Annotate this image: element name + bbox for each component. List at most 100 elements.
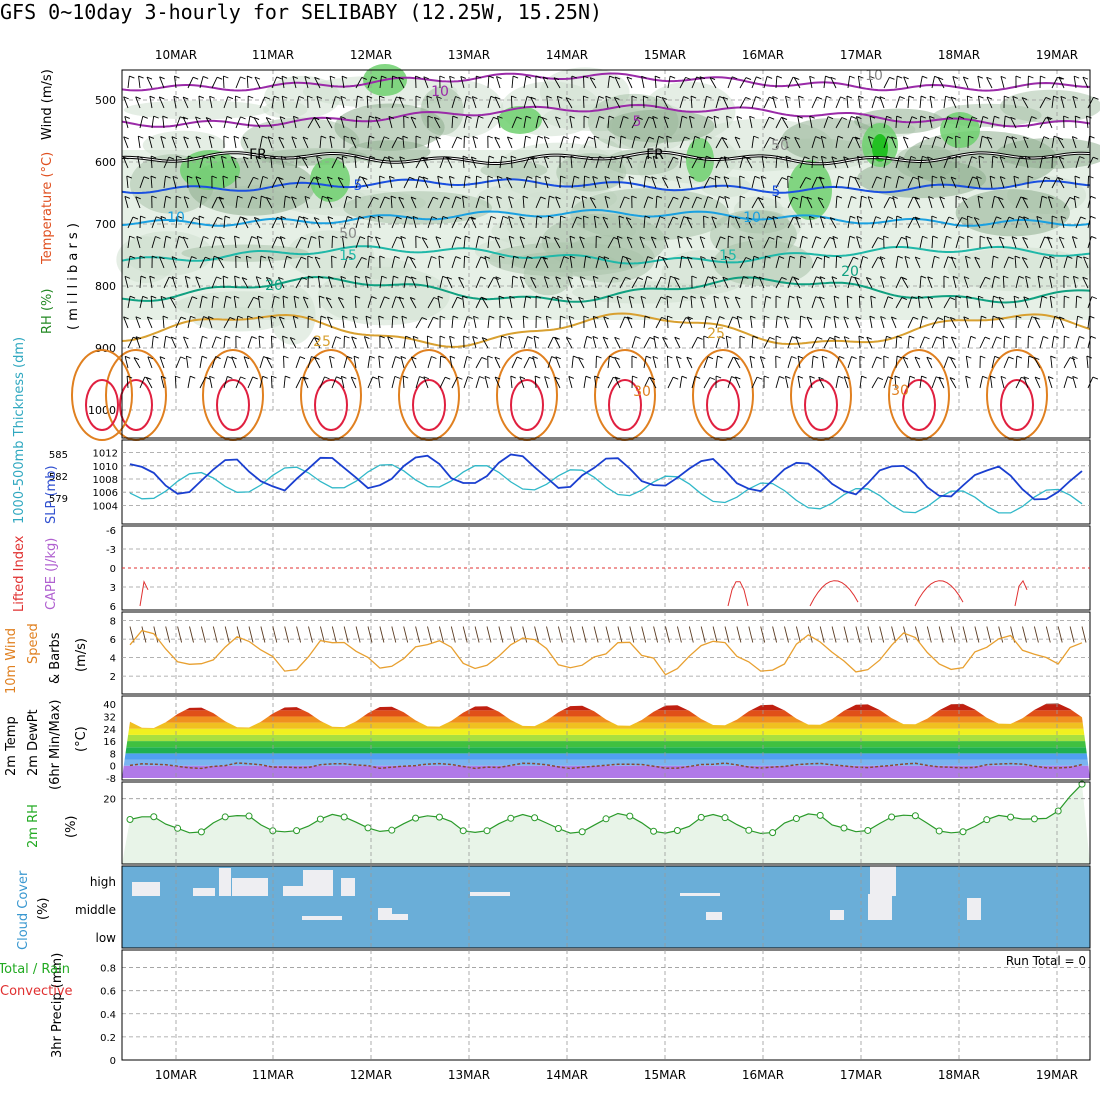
wind-barb [378, 316, 381, 329]
wind-barb-flag [626, 156, 633, 160]
surface-wind-barb [284, 626, 290, 643]
wind-barb-flag [155, 236, 161, 239]
wind-barb-flag [1079, 156, 1085, 159]
wind-barb [523, 256, 528, 269]
wind-barb-flag [223, 135, 230, 139]
wind-barb [355, 257, 363, 269]
wind-barb-flag [460, 76, 466, 79]
wind-barb-flag [487, 135, 493, 139]
wind-barb-flag [1074, 195, 1080, 199]
wind-barb-flag [887, 296, 894, 300]
wind-barb [137, 156, 141, 169]
wind-barb [679, 196, 685, 209]
wind-barb [426, 96, 429, 109]
top-date-label: 14MAR [545, 48, 589, 62]
wind-barb [127, 216, 134, 229]
wind-barb [295, 176, 301, 189]
wind-barb-flag [124, 355, 131, 359]
wind-barb [365, 276, 369, 289]
wind-barb [487, 216, 492, 229]
wind-barb-flag [319, 295, 325, 299]
wind-barb-flag [713, 115, 720, 119]
wind-barb [854, 277, 861, 289]
wind-barb-flag [148, 135, 155, 139]
wind-barb [783, 316, 789, 329]
wind-barb [1075, 156, 1080, 169]
wind-barb-flag [490, 95, 497, 99]
wind-barb [847, 257, 854, 269]
wind-barb-flag [732, 316, 738, 320]
wind-barb [927, 156, 933, 169]
wind-barb-flag [394, 375, 401, 379]
wind-barb [809, 216, 813, 229]
wind-barb [257, 296, 261, 309]
wind-barb-flag [301, 256, 307, 260]
wind-barb-flag [839, 356, 845, 359]
wind-barb-flag [1018, 216, 1025, 219]
high-cloud-bar [232, 878, 268, 896]
middle-cloud-bar [302, 916, 342, 920]
wind-barb [463, 116, 468, 129]
wind-barb [390, 195, 393, 209]
wind-barb-flag [356, 115, 362, 119]
wind-barb-flag [347, 216, 353, 219]
middle-cloud-bar [388, 914, 408, 920]
wind-barb-flag [301, 157, 308, 161]
wind-barb-flag [1064, 335, 1070, 339]
wind-barb [679, 376, 683, 389]
wind-barb-flag [994, 115, 1000, 119]
wind-barb [460, 76, 465, 89]
wind-barb [175, 316, 182, 329]
wind-barb-flag [399, 156, 405, 160]
wind-barb-flag [455, 196, 462, 200]
wind-barb-flag [535, 375, 541, 379]
wind-barb [151, 116, 155, 129]
wind-barb-flag [398, 196, 404, 200]
wind-barb [929, 116, 933, 129]
wind-barb [626, 156, 633, 169]
wind-barb [715, 236, 721, 249]
wind-barb [689, 116, 693, 129]
wind-barb-flag [592, 176, 598, 179]
wind-barb-flag [1058, 156, 1065, 160]
wind-barb [391, 296, 397, 309]
wind-barb [723, 156, 729, 169]
wind-barb [316, 96, 321, 109]
wind-barb [379, 296, 385, 309]
wind-barb [725, 336, 729, 349]
wind-barb-flag [706, 95, 712, 99]
wind-barb [711, 216, 717, 229]
wind-barb-flag [1031, 116, 1037, 119]
wind-barb [1034, 317, 1041, 329]
wind-barb [859, 376, 863, 389]
rh-panel-frame [121, 781, 1091, 865]
wind-barb-flag [618, 215, 625, 219]
wind-barb-flag [779, 376, 785, 379]
wind-barb-flag [472, 336, 478, 339]
wind-barb-flag [1020, 156, 1026, 160]
wind-barb [437, 176, 441, 189]
wind-barb [398, 77, 405, 89]
wind-barb-flag [843, 156, 849, 160]
wind-barb [919, 76, 923, 89]
wind-barb [847, 356, 853, 369]
wind-barb [1051, 77, 1058, 89]
wind-barb-flag [353, 355, 360, 359]
isotherm-35-loop [412, 379, 446, 431]
wind-barb-flag [527, 176, 533, 179]
wind-barb [986, 77, 993, 89]
wind-barb [1051, 336, 1055, 349]
wind-barb [787, 336, 793, 349]
wind-barb-flag [253, 296, 259, 300]
wind-barb-flag [293, 295, 300, 299]
wind-barb-flag [578, 296, 584, 300]
wind-barb-flag [707, 116, 713, 119]
wind-barb-flag [851, 356, 857, 359]
wind-barb-flag [861, 375, 867, 379]
wind-barb-flag [798, 95, 804, 99]
wind-barb-flag [195, 116, 201, 120]
wind-barb-flag [903, 136, 909, 140]
wind-barb [341, 236, 345, 249]
wind-barb [259, 96, 266, 109]
wind-barb [943, 356, 949, 369]
